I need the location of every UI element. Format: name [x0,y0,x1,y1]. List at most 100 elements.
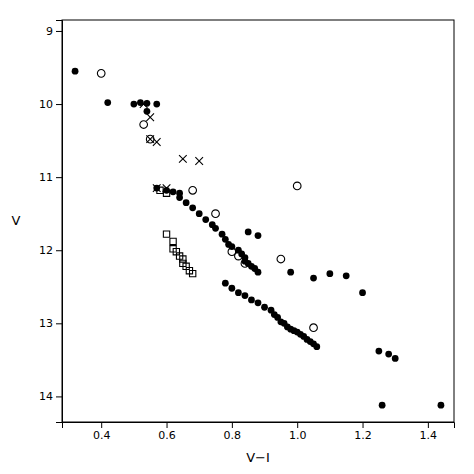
point [189,186,197,194]
point [228,285,235,292]
points [72,68,445,409]
point [104,99,111,106]
tick: 1.4 [420,422,438,442]
tick: 13 [39,317,62,330]
point [385,351,392,358]
point [293,182,301,190]
tick: 10 [39,98,62,111]
point [255,269,262,276]
tick-mark [101,422,102,428]
point [313,343,320,350]
point [140,100,148,108]
point [438,402,445,409]
point [97,70,105,78]
series [97,70,317,332]
plot: 0.4 0.6 0.8 1.0 1.2 1.4 9 10 11 12 13 14 [39,20,455,442]
point [392,355,399,362]
tick-mark [167,422,168,428]
tick-label: 10 [39,98,53,111]
tick-label: 13 [39,317,53,330]
point [359,289,366,296]
point [235,252,243,260]
tick: 12 [39,244,62,257]
tick-mark [56,31,62,32]
point [153,138,161,146]
point [245,229,252,236]
point [241,260,249,268]
point [180,256,186,262]
point [202,216,209,223]
tick: 0.8 [224,422,242,442]
point [277,255,285,263]
point [72,68,79,75]
tick-label: 12 [39,244,53,257]
tick-mark [428,422,429,428]
x-axis: 0.4 0.6 0.8 1.0 1.2 1.4 [63,422,455,442]
point [176,194,183,201]
tick-mark [232,422,233,428]
tick: 9 [46,25,62,38]
point [183,199,190,206]
plot-frame [62,20,454,422]
tick-label: 1.2 [354,429,372,442]
point [196,210,203,217]
tick-mark [297,422,298,428]
tick-mark [56,250,62,251]
tick-label: 0.6 [158,429,176,442]
tick: 11 [39,171,62,184]
tick-mark [56,396,62,397]
point [379,402,386,409]
point [163,190,169,196]
point [179,155,187,163]
axis-domain [56,21,63,423]
point [157,187,163,193]
point [146,113,154,121]
tick-label: 9 [46,25,53,38]
point [255,299,262,306]
tick-label: 14 [39,390,53,403]
point [343,272,350,279]
point [212,210,220,218]
point [140,121,148,129]
tick-mark [56,104,62,105]
series [157,187,196,277]
tick-label: 0.8 [224,429,242,442]
point [310,324,318,332]
axis-domain [63,423,455,429]
tick-label: 0.4 [93,429,111,442]
point [242,292,249,299]
point [190,270,196,276]
point [375,348,382,355]
tick-label: 1.4 [420,429,438,442]
point [248,297,255,304]
point [310,275,317,282]
tick-mark [363,422,364,428]
point [170,188,177,195]
tick: 1.0 [289,422,307,442]
point [170,238,176,244]
series [72,68,445,409]
point [287,269,294,276]
tick: 0.6 [158,422,176,442]
point [163,231,169,237]
point [222,280,229,287]
x-axis-title: V−I [246,450,270,465]
point [326,270,333,277]
point [255,232,262,239]
point [261,304,268,311]
y-axis-title: V [12,213,21,228]
series [140,100,203,192]
tick: 0.4 [93,422,111,442]
point [146,135,154,143]
tick-label: 11 [39,171,53,184]
tick-label: 1.0 [289,429,307,442]
tick: 1.2 [354,422,372,442]
y-axis: 9 10 11 12 13 14 [39,21,63,423]
point [153,101,160,108]
point [130,101,137,108]
point [146,135,154,143]
point [212,225,219,232]
tick-mark [56,177,62,178]
tick-mark [56,323,62,324]
point [195,157,203,165]
